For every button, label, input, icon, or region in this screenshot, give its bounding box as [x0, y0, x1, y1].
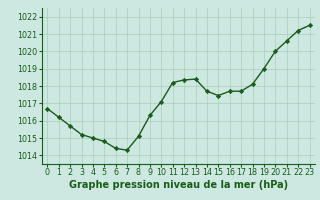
X-axis label: Graphe pression niveau de la mer (hPa): Graphe pression niveau de la mer (hPa): [69, 180, 288, 190]
